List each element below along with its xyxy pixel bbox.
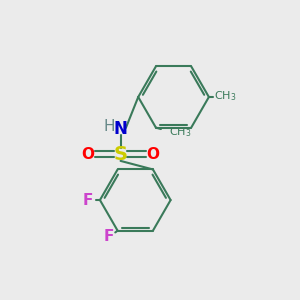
- Text: F: F: [82, 193, 93, 208]
- Text: H: H: [103, 119, 115, 134]
- Text: CH$_3$: CH$_3$: [214, 89, 237, 103]
- Text: F: F: [103, 229, 114, 244]
- Text: CH$_3$: CH$_3$: [169, 125, 192, 139]
- Text: O: O: [146, 147, 159, 162]
- Text: N: N: [114, 120, 128, 138]
- Text: O: O: [82, 147, 95, 162]
- Text: S: S: [114, 145, 128, 164]
